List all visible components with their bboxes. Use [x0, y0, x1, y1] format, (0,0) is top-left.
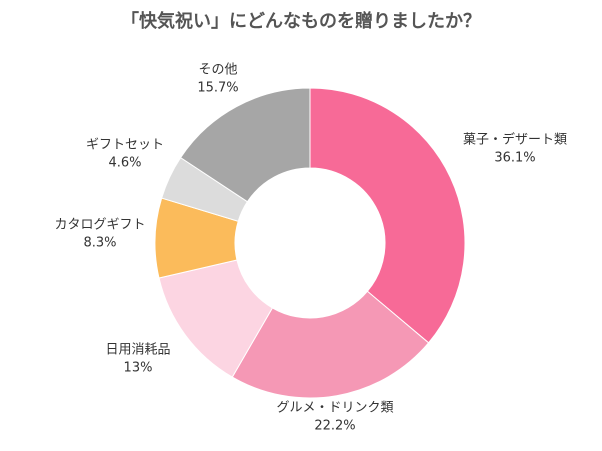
slice-label: その他 [198, 63, 237, 78]
value-label: 15.7% [197, 81, 238, 96]
value-label: 13% [124, 361, 153, 376]
value-label: 4.6% [108, 156, 141, 171]
value-label: 36.1% [494, 151, 535, 166]
value-label: 8.3% [83, 236, 116, 251]
slice-label: 日用消耗品 [105, 343, 170, 358]
donut-slice [231, 290, 430, 399]
slice-label: グルメ・ドリンク類 [276, 401, 393, 416]
slice-label: 菓子・デザート類 [463, 132, 567, 148]
slice-label: カタログギフト [54, 218, 145, 233]
donut-slice [309, 87, 466, 344]
chart-title: 「快気祝い」にどんなものを贈りましたか？ [121, 10, 481, 32]
donut-slice [179, 87, 311, 203]
value-label: 22.2% [314, 419, 355, 434]
slice-label: ギフトセット [86, 138, 164, 153]
